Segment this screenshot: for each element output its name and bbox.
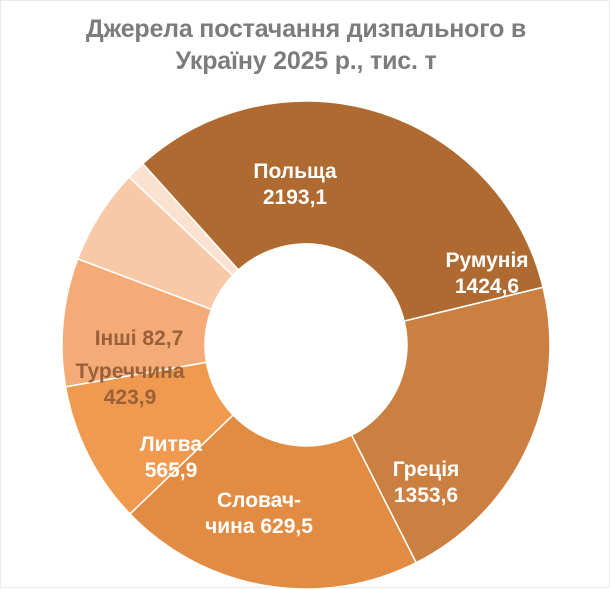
donut-slice-romania[interactable] xyxy=(350,286,551,564)
chart-title: Джерела постачання дизпального в Україну… xyxy=(85,15,527,75)
donut-slice-poland[interactable] xyxy=(141,100,544,323)
donut-slice-other[interactable] xyxy=(128,162,240,277)
donut-slice-greece[interactable] xyxy=(128,413,418,589)
